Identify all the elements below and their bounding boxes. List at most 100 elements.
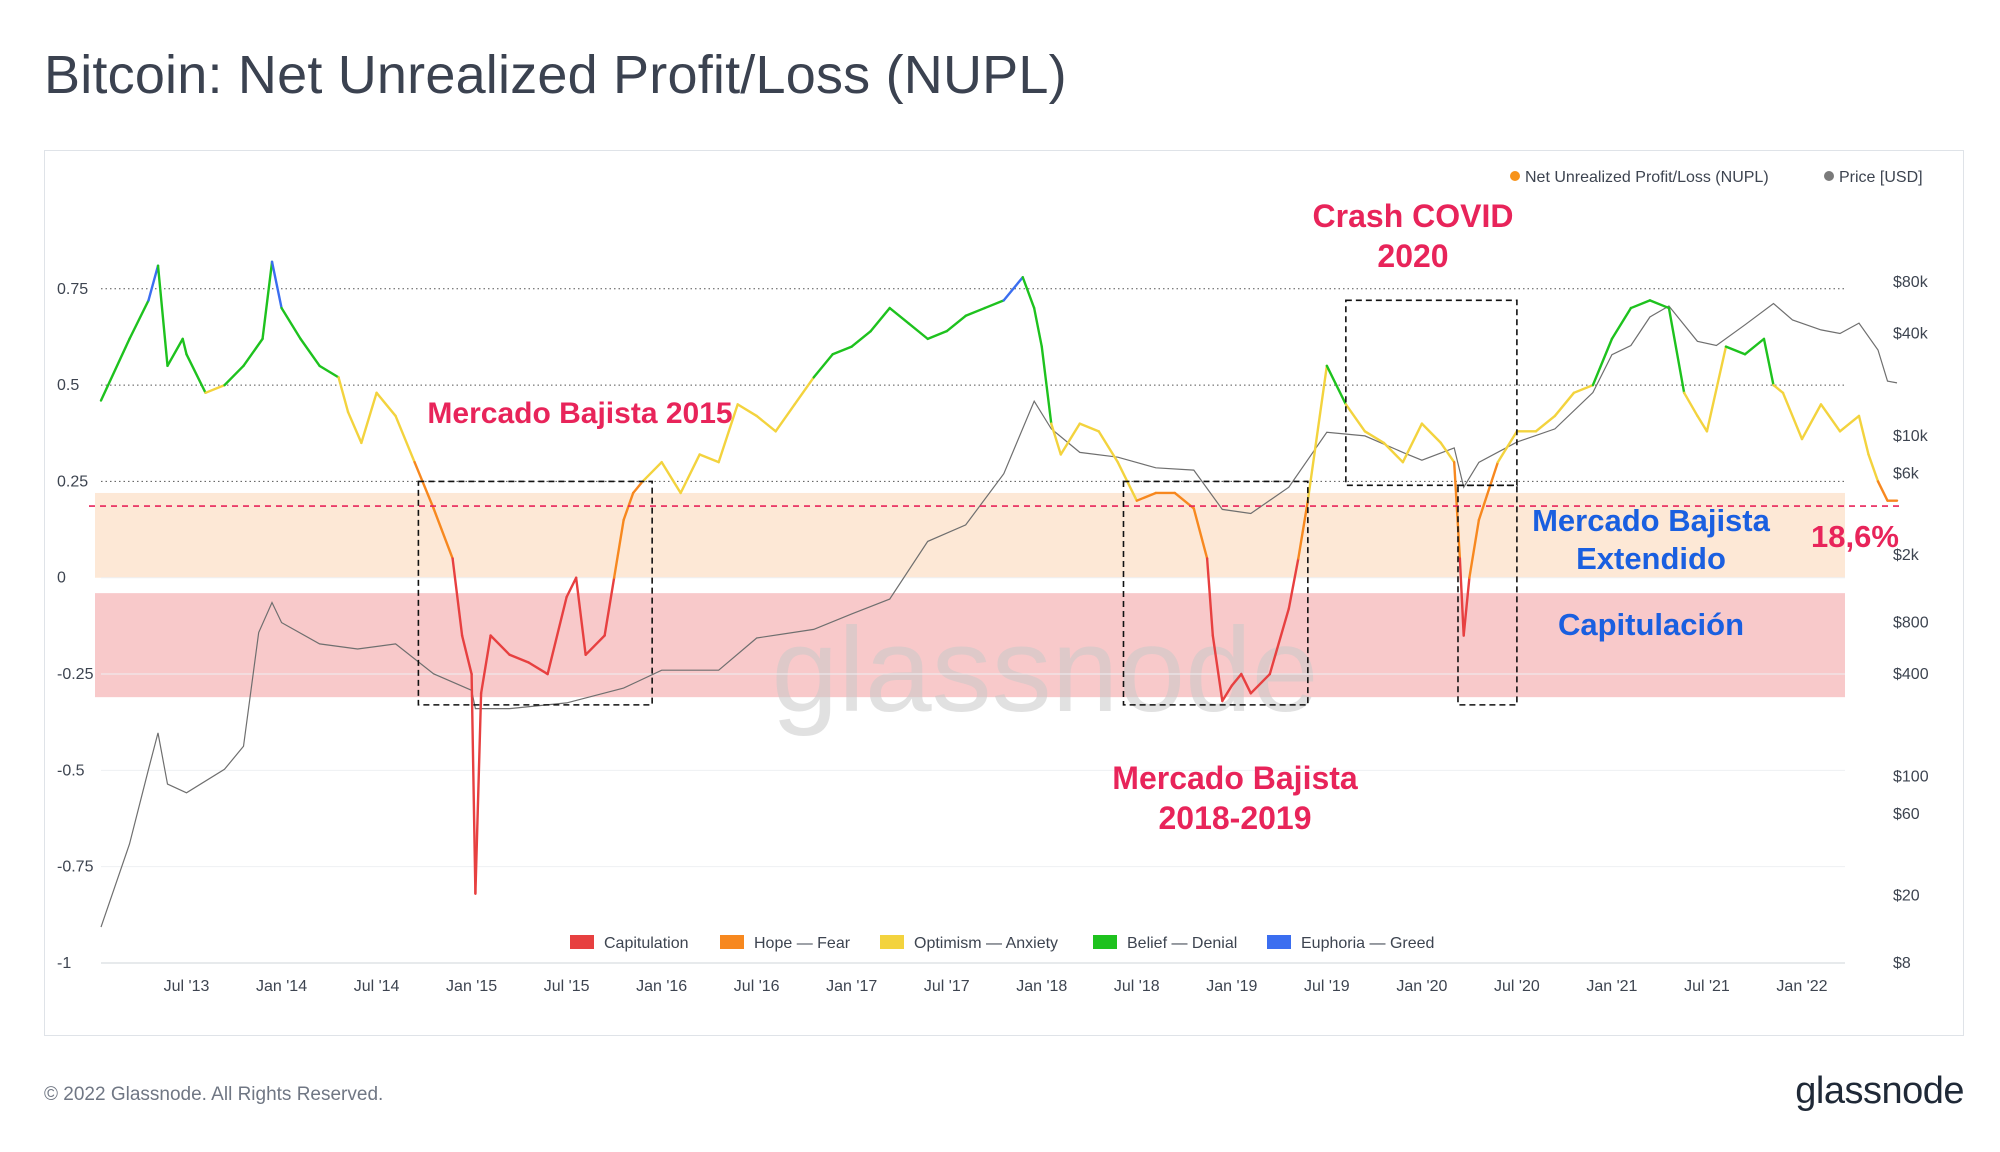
nupl-segment: [1211, 634, 1224, 703]
nupl-segment: [1819, 403, 1842, 433]
nupl-segment: [1221, 684, 1234, 703]
nupl-segment: [1097, 430, 1119, 464]
annotation-bear-2018-line1: Mercado Bajista: [1112, 760, 1358, 796]
y-left-tick-label: 0.75: [57, 281, 88, 298]
x-tick-label: Jul '20: [1494, 978, 1540, 995]
nupl-segment: [261, 260, 274, 341]
legend-bottom-label: Hope — Fear: [754, 935, 851, 952]
nupl-segment: [508, 653, 530, 664]
nupl-segment: [166, 337, 184, 368]
nupl-segment: [527, 661, 549, 676]
nupl-segment: [1297, 499, 1310, 560]
nupl-segment: [1496, 430, 1519, 464]
nupl-segment: [1724, 345, 1747, 356]
nupl-segment: [1240, 672, 1253, 695]
page-title: Bitcoin: Net Unrealized Profit/Loss (NUP…: [44, 45, 1067, 105]
nupl-segment: [1762, 337, 1775, 387]
nupl-segment: [850, 329, 872, 348]
legend-bottom-swatch: [570, 935, 594, 949]
annotation-covid-line2: 2020: [1377, 238, 1448, 274]
y-left-tick-label: 0.5: [57, 377, 79, 394]
nupl-segment: [346, 410, 363, 445]
nupl-segment: [204, 383, 226, 395]
glassnode-logo: glassnode: [1795, 1070, 1964, 1112]
nupl-segment: [394, 414, 416, 464]
nupl-segment: [1800, 403, 1823, 441]
nupl-segment: [698, 453, 720, 464]
nupl-segment: [1572, 383, 1595, 395]
legend-bottom-swatch: [880, 935, 904, 949]
y-right-tick-label: $40k: [1893, 325, 1929, 342]
nupl-segment: [964, 306, 986, 317]
chart-panel: glassnode 0.75 0.5 0.25 0 -0.25 -0.5 -0.75 -1 $80…: [44, 150, 1964, 1036]
nupl-segment: [479, 634, 492, 695]
nupl-segment: [717, 403, 739, 464]
nupl-segment: [242, 337, 264, 368]
nupl-segment: [1534, 414, 1557, 433]
nupl-segment: [1838, 414, 1861, 433]
x-tick-label: Jan '22: [1776, 978, 1827, 995]
x-tick-label: Jul '13: [164, 978, 210, 995]
nupl-chart: glassnode 0.75 0.5 0.25 0 -0.25 -0.5 -0.75 -1 $80…: [57, 169, 1929, 995]
nupl-segment: [1452, 460, 1462, 560]
legend-bottom-label: Belief — Denial: [1127, 935, 1237, 952]
x-tick-label: Jan '20: [1396, 978, 1447, 995]
annotation-extended-line2: Extendido: [1576, 541, 1726, 576]
nupl-segment: [612, 518, 625, 579]
nupl-segment: [1078, 422, 1100, 433]
x-tick-label: Jan '17: [826, 978, 877, 995]
annotation-bear-2018-line2: 2018-2019: [1158, 800, 1311, 836]
nupl-segment: [360, 391, 378, 445]
legend-bottom-swatch: [720, 935, 744, 949]
annotation-bear-2015: Mercado Bajista 2015: [427, 397, 732, 430]
nupl-segment: [1743, 337, 1766, 356]
legend-bottom-label: Euphoria — Greed: [1301, 935, 1434, 952]
x-tick-label: Jan '16: [636, 978, 687, 995]
price-series-line: [100, 302, 1898, 928]
nupl-segment: [1059, 422, 1081, 456]
nupl-segment: [474, 692, 483, 895]
y-right-tick-label: $80k: [1893, 274, 1929, 291]
nupl-segment: [1772, 383, 1785, 395]
nupl-segment: [1857, 414, 1870, 456]
nupl-segment: [489, 634, 511, 656]
nupl-segment: [869, 306, 891, 333]
x-tick-label: Jan '19: [1206, 978, 1257, 995]
x-tick-label: Jul '16: [734, 978, 780, 995]
x-tick-label: Jan '21: [1586, 978, 1637, 995]
nupl-segment: [1682, 391, 1699, 418]
nupl-segment: [413, 460, 435, 510]
legend-bottom-swatch: [1093, 935, 1117, 949]
legend-bottom-label: Capitulation: [604, 935, 689, 952]
x-tick-label: Jan '18: [1016, 978, 1067, 995]
nupl-segment: [1648, 299, 1671, 310]
nupl-segment: [793, 376, 815, 406]
nupl-segment: [1705, 345, 1728, 433]
y-right-tick-label: $8: [1893, 955, 1911, 972]
nupl-segment: [1135, 491, 1157, 502]
nupl-segment: [546, 595, 568, 676]
watermark: glassnode: [771, 603, 1318, 737]
nupl-segment: [1401, 422, 1424, 464]
x-tick-label: Jul '17: [924, 978, 970, 995]
nupl-segment: [1468, 518, 1481, 579]
nupl-segment: [1040, 345, 1053, 425]
legend-top-marker: [1510, 171, 1520, 181]
nupl-segment: [185, 353, 207, 395]
nupl-segment: [1439, 441, 1456, 464]
nupl-segment: [223, 364, 245, 387]
nupl-segment: [1032, 306, 1043, 348]
nupl-segment: [280, 306, 302, 341]
y-right-tick-label: $6k: [1893, 466, 1920, 483]
nupl-segment: [318, 364, 340, 379]
nupl-segment: [1458, 557, 1465, 637]
y-right-tick-label: $2k: [1893, 547, 1920, 564]
nupl-segment: [1205, 557, 1215, 637]
nupl-segment: [907, 322, 929, 341]
nupl-segment: [1249, 672, 1272, 695]
nupl-segment: [755, 414, 777, 433]
nupl-segment: [736, 403, 758, 418]
nupl-segment: [679, 453, 701, 495]
nupl-segment: [1268, 607, 1291, 676]
box-2018-2019: [1122, 480, 1309, 706]
